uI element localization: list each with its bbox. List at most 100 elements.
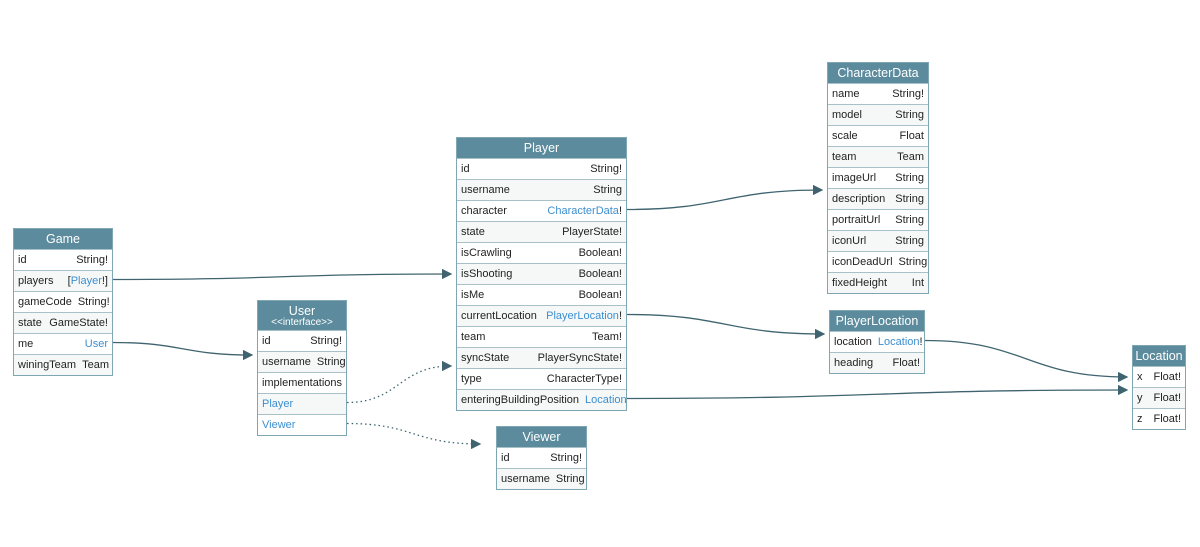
- field-name: character: [461, 205, 507, 217]
- type-node: Game id String! players [Player!] gameCode Str…: [13, 228, 113, 376]
- field-row: state PlayerState!: [457, 221, 626, 242]
- implementation-row: Viewer: [258, 414, 346, 435]
- type-name: String: [316, 356, 346, 368]
- type-name: Boolean!: [578, 268, 622, 280]
- type-link: Player: [70, 275, 102, 287]
- type-name: Float!: [1153, 392, 1181, 404]
- field-type: GameState!: [49, 313, 108, 333]
- field-name: players: [18, 275, 54, 287]
- edge: [626, 313, 826, 340]
- field-type: String!: [76, 250, 108, 270]
- field-type: String: [899, 252, 928, 272]
- type-name: String!: [892, 88, 924, 100]
- field-name: isCrawling: [461, 247, 512, 259]
- field-name: id: [262, 335, 271, 347]
- type-name: String!: [310, 335, 342, 347]
- field-name: enteringBuildingPosition: [461, 394, 580, 406]
- type-name: String!: [77, 296, 110, 308]
- type-mark: !: [618, 205, 622, 217]
- field-type: String!: [78, 292, 110, 312]
- type-name: Float!: [1153, 371, 1181, 383]
- type-name: String: [895, 109, 924, 121]
- node-title: Location: [1135, 349, 1183, 363]
- field-row: model String: [828, 104, 928, 125]
- type-node: Player id String! username String character Ch…: [456, 137, 627, 411]
- field-type: Float!: [892, 353, 920, 373]
- field-row: isCrawling Boolean!: [457, 242, 626, 263]
- field-name: scale: [832, 130, 858, 142]
- field-row: username String: [497, 468, 586, 489]
- type-link: User: [84, 338, 108, 350]
- node-title: Game: [45, 232, 81, 246]
- field-name: id: [18, 254, 27, 266]
- type-name: String: [895, 214, 924, 226]
- field-type: Team!: [592, 327, 622, 347]
- field-type: String: [895, 168, 924, 188]
- type-name: String!: [590, 163, 622, 175]
- field-type: String: [317, 352, 346, 372]
- field-row: id String!: [497, 447, 586, 468]
- edge: [924, 339, 1129, 383]
- field-type: Float!: [1153, 388, 1181, 408]
- field-row: syncState PlayerSyncState!: [457, 347, 626, 368]
- field-row: team Team!: [457, 326, 626, 347]
- field-row: isMe Boolean!: [457, 284, 626, 305]
- field-list: name String! model String scale Float team Team…: [828, 83, 928, 293]
- type-node: Location x Float! y Float! z Float!: [1132, 345, 1186, 430]
- field-row: team Team: [828, 146, 928, 167]
- field-row: location Location!: [830, 331, 924, 352]
- field-name: y: [1137, 392, 1143, 404]
- field-row: imageUrl String: [828, 167, 928, 188]
- field-row: description String: [828, 188, 928, 209]
- node-header: Viewer: [497, 427, 586, 447]
- field-type: String: [895, 210, 924, 230]
- field-row: id String!: [457, 158, 626, 179]
- node-header: Game: [14, 229, 112, 249]
- node-header: Player: [457, 138, 626, 158]
- type-link: Location: [585, 394, 627, 406]
- field-type: String: [593, 180, 622, 200]
- field-name: username: [461, 184, 510, 196]
- field-type: String!: [590, 159, 622, 179]
- edge: [626, 184, 824, 211]
- field-name: name: [832, 88, 860, 100]
- type-name: Boolean!: [578, 247, 622, 259]
- field-row: scale Float: [828, 125, 928, 146]
- field-row: portraitUrl String: [828, 209, 928, 230]
- type-name: Float!: [892, 357, 920, 369]
- field-row: id String!: [14, 249, 112, 270]
- field-type: Boolean!: [579, 264, 622, 284]
- field-type: Team: [82, 355, 109, 375]
- field-name: winingTeam: [18, 359, 77, 371]
- field-row: heading Float!: [830, 352, 924, 373]
- implementation-link: Viewer: [262, 419, 296, 431]
- field-row: currentLocation PlayerLocation!: [457, 305, 626, 326]
- field-row: type CharacterType!: [457, 368, 626, 389]
- field-list: location Location! heading Float!: [830, 331, 924, 373]
- type-node: Viewer id String! username String: [496, 426, 587, 490]
- field-name: currentLocation: [461, 310, 537, 322]
- field-name: iconUrl: [832, 235, 867, 247]
- type-mark: !: [919, 336, 923, 348]
- node-title: Player: [523, 141, 560, 155]
- field-name: username: [262, 356, 311, 368]
- type-name: CharacterType!: [546, 373, 622, 385]
- field-name: username: [501, 473, 550, 485]
- field-row: fixedHeight Int: [828, 272, 928, 293]
- field-row: username String: [258, 351, 346, 372]
- field-type: Boolean!: [579, 285, 622, 305]
- field-name: isMe: [461, 289, 485, 301]
- type-name: String: [555, 473, 585, 485]
- edge: [626, 384, 1129, 400]
- field-name: x: [1137, 371, 1143, 383]
- node-title: PlayerLocation: [835, 314, 919, 328]
- type-name: String: [898, 256, 928, 268]
- field-row: isShooting Boolean!: [457, 263, 626, 284]
- field-name: type: [461, 373, 482, 385]
- type-name: String: [593, 184, 622, 196]
- field-type: Float!: [1153, 367, 1181, 387]
- field-name: team: [832, 151, 857, 163]
- type-name: Team: [82, 359, 109, 371]
- field-type: [Player!]: [68, 271, 108, 291]
- type-name: String!: [76, 254, 108, 266]
